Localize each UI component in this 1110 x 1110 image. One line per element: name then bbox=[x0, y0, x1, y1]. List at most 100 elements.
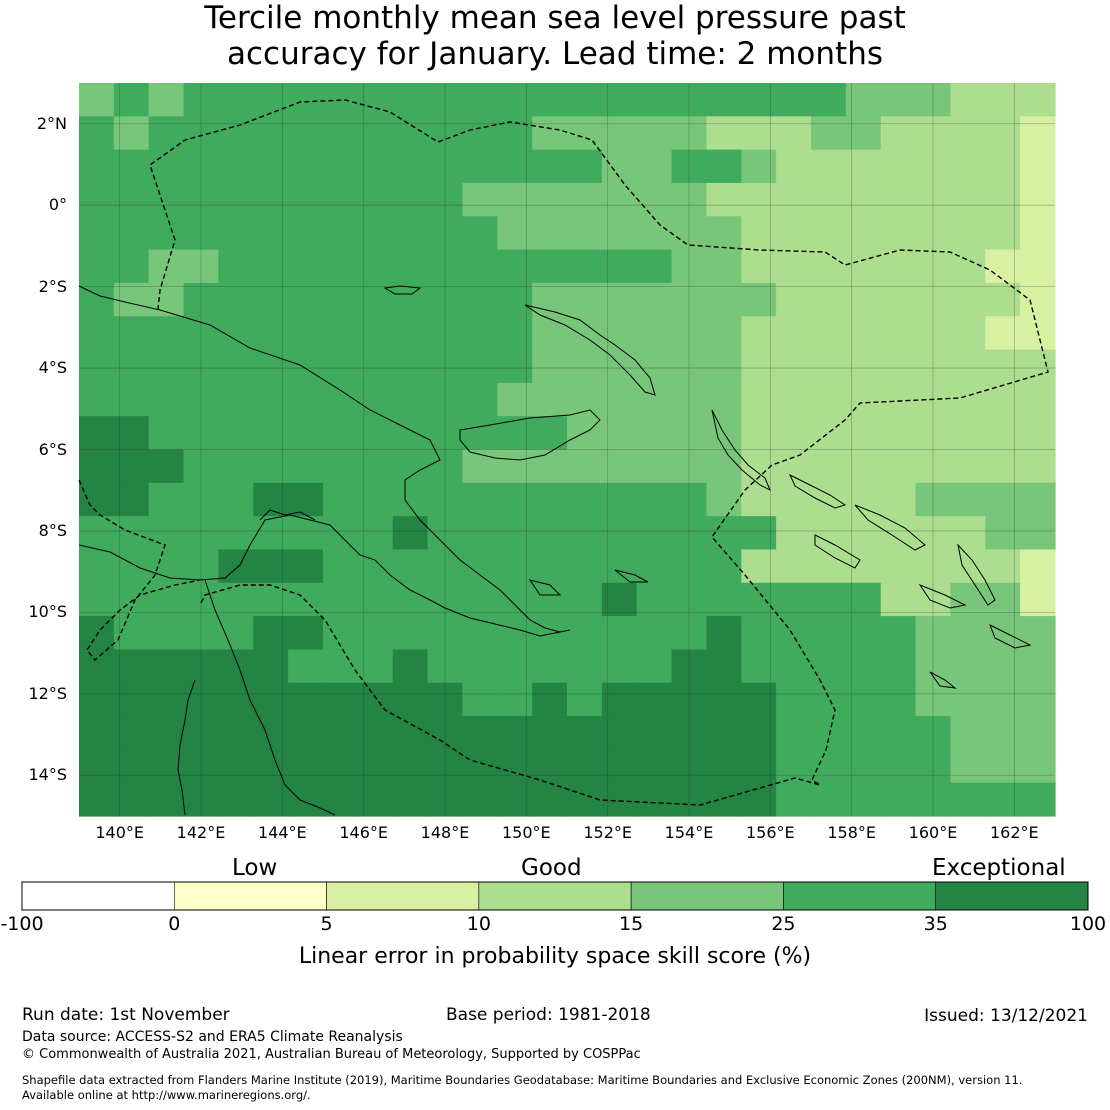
skill-cell bbox=[79, 316, 115, 351]
lat-tick-label: 4°S bbox=[38, 358, 67, 378]
skill-cell bbox=[880, 782, 917, 817]
skill-cell bbox=[811, 516, 847, 551]
skill-cell bbox=[776, 716, 812, 750]
skill-cell bbox=[79, 516, 115, 551]
skill-cell bbox=[427, 349, 464, 384]
skill-cell bbox=[567, 782, 603, 817]
skill-cell bbox=[776, 616, 812, 651]
skill-cell bbox=[636, 516, 673, 551]
skill-cell bbox=[811, 282, 847, 317]
skill-cell bbox=[741, 782, 777, 817]
lat-tick-label: 10°S bbox=[28, 602, 67, 622]
skill-cell bbox=[950, 682, 986, 717]
skill-cell bbox=[985, 416, 1021, 451]
skill-cell bbox=[113, 382, 150, 417]
skill-cell bbox=[915, 516, 952, 551]
skill-cell bbox=[532, 316, 568, 351]
colorbar-segment bbox=[21, 881, 175, 911]
skill-cell bbox=[985, 616, 1021, 651]
trobriand bbox=[528, 579, 562, 596]
skill-cell bbox=[636, 616, 673, 651]
skill-cell bbox=[288, 749, 324, 784]
skill-cell bbox=[392, 616, 429, 651]
copyright: © Commonwealth of Australia 2021, Austra… bbox=[22, 1047, 641, 1062]
skill-cell bbox=[113, 616, 150, 651]
skill-cell bbox=[811, 749, 847, 784]
skill-cell bbox=[636, 83, 673, 117]
skill-cell bbox=[532, 449, 568, 484]
skill-cell bbox=[636, 282, 673, 317]
skill-cell bbox=[985, 216, 1021, 251]
skill-cell bbox=[671, 716, 708, 750]
skill-cell bbox=[392, 116, 429, 151]
skill-cell bbox=[671, 116, 708, 151]
skill-cell bbox=[392, 682, 429, 717]
skill-cell bbox=[497, 282, 533, 317]
skill-cell bbox=[497, 549, 533, 584]
skill-cell bbox=[706, 249, 742, 284]
skill-cell bbox=[741, 549, 777, 584]
skill-cell bbox=[776, 782, 812, 817]
skill-cell bbox=[1020, 782, 1056, 817]
skill-cell bbox=[183, 782, 220, 817]
skill-cell bbox=[532, 582, 568, 617]
skill-cell bbox=[148, 449, 185, 484]
skill-cell bbox=[706, 449, 742, 484]
skill-cell bbox=[706, 682, 742, 717]
skill-cell bbox=[811, 83, 847, 117]
skill-cell bbox=[636, 116, 673, 151]
skill-cell bbox=[323, 149, 359, 184]
skill-cell bbox=[845, 716, 882, 750]
skill-cell bbox=[880, 382, 917, 417]
skill-cell bbox=[357, 83, 394, 117]
skill-cell bbox=[601, 649, 638, 684]
skill-cell bbox=[323, 549, 359, 584]
skill-cell bbox=[218, 749, 254, 784]
skill-cell bbox=[357, 116, 394, 151]
skill-cell bbox=[532, 83, 568, 117]
colorbar bbox=[21, 881, 1089, 911]
skill-cell bbox=[462, 316, 498, 351]
skill-cell bbox=[636, 149, 673, 184]
skill-cell bbox=[218, 516, 254, 551]
colorbar-tick-label: 0 bbox=[168, 913, 181, 935]
skill-cell bbox=[1020, 416, 1056, 451]
skill-cell bbox=[357, 216, 394, 251]
skill-cell bbox=[323, 216, 359, 251]
skill-cell bbox=[288, 83, 324, 117]
skill-cell bbox=[79, 682, 115, 717]
skill-cell bbox=[427, 782, 464, 817]
skill-cell bbox=[392, 282, 429, 317]
skill-cell bbox=[915, 449, 952, 484]
skill-cell bbox=[357, 549, 394, 584]
skill-cell bbox=[323, 349, 359, 384]
skill-cell bbox=[706, 116, 742, 151]
skill-cell bbox=[636, 582, 673, 617]
skill-cell bbox=[636, 782, 673, 817]
skill-cell bbox=[462, 83, 498, 117]
lat-tick-label: 14°S bbox=[28, 765, 67, 785]
skill-cell bbox=[880, 582, 917, 617]
skill-cell bbox=[427, 316, 464, 351]
skill-cell bbox=[671, 516, 708, 551]
skill-cell bbox=[811, 116, 847, 151]
skill-cell bbox=[323, 116, 359, 151]
skill-cell bbox=[671, 349, 708, 384]
skill-cell bbox=[288, 249, 324, 284]
skill-cell bbox=[218, 382, 254, 417]
skill-cell bbox=[532, 149, 568, 184]
skill-cell bbox=[811, 216, 847, 251]
skill-cell bbox=[950, 516, 986, 551]
skill-cell bbox=[183, 282, 220, 317]
skill-cell bbox=[323, 282, 359, 317]
skill-cell bbox=[532, 682, 568, 717]
skill-cell bbox=[288, 649, 324, 684]
skill-cell bbox=[357, 749, 394, 784]
skill-cell bbox=[427, 216, 464, 251]
skill-cell bbox=[392, 449, 429, 484]
skill-cell bbox=[497, 382, 533, 417]
skill-cell bbox=[462, 616, 498, 651]
skill-cell bbox=[811, 616, 847, 651]
skill-cell bbox=[845, 682, 882, 717]
